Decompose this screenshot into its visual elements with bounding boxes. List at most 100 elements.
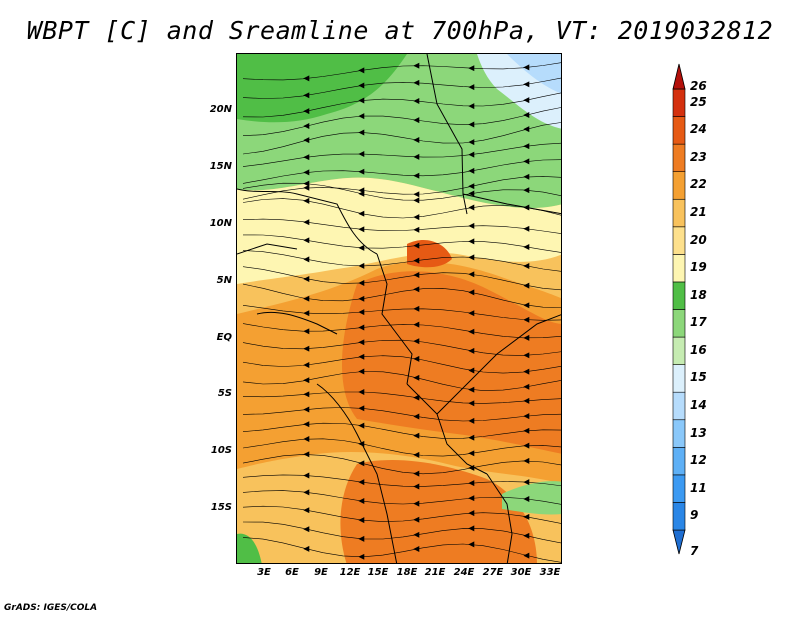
colorbar-label: 12	[690, 453, 707, 468]
stream-arrow	[358, 280, 365, 286]
stream-arrow	[468, 525, 475, 532]
stream-arrow	[523, 513, 530, 520]
stream-arrow	[358, 405, 365, 412]
colorbar-swatch-15	[672, 116, 686, 145]
stream-arrow	[413, 355, 420, 362]
stream-arrow	[358, 422, 365, 429]
stream-arrow	[468, 190, 475, 197]
stream-arrow	[303, 436, 310, 442]
stream-arrow	[303, 472, 310, 479]
colorbar-swatch-4	[672, 419, 686, 448]
field-18-sw	[237, 533, 262, 563]
colorbar-label: 17	[690, 315, 707, 330]
stream-arrow	[468, 495, 475, 502]
lon-label-18e: 18E	[396, 567, 418, 578]
stream-arrow	[303, 507, 310, 514]
stream-arrow	[468, 434, 475, 441]
stream-arrow	[303, 328, 310, 335]
stream-arrow	[523, 457, 530, 464]
lat-label-15s: 15S	[210, 502, 232, 513]
lon-label-12e: 12E	[339, 567, 361, 578]
stream-arrow	[413, 546, 420, 552]
stream-arrow	[303, 489, 310, 496]
stream-arrow	[358, 324, 365, 331]
colorbar-label: 16	[690, 342, 707, 357]
lon-label-15e: 15E	[367, 567, 389, 578]
stream-arrow	[523, 64, 530, 71]
stream-arrow	[303, 169, 310, 176]
stream-arrow	[413, 197, 420, 204]
stream-arrow	[468, 328, 475, 335]
field-18-region-nw	[237, 54, 407, 123]
stream-arrow	[413, 432, 420, 439]
lat-label-20n: 20N	[209, 104, 232, 115]
stream-arrow	[413, 172, 420, 179]
stream-arrow	[303, 421, 310, 428]
colorbar-label: 11	[690, 480, 707, 495]
colorbar-swatch-17	[672, 63, 686, 90]
colorbar-label: 15	[690, 370, 707, 385]
colorbar-label: 18	[690, 287, 707, 302]
stream-arrow	[303, 310, 310, 317]
stream-arrow	[303, 391, 310, 398]
stream-arrow	[358, 129, 365, 136]
stream-arrow	[358, 295, 365, 302]
stream-arrow	[358, 368, 365, 375]
stream-arrow	[303, 345, 310, 352]
colorbar-label: 14	[690, 397, 707, 412]
stream-arrow	[523, 244, 530, 250]
field-14-region-ne	[507, 54, 561, 94]
stream-arrow	[413, 117, 420, 124]
stream-arrow	[468, 238, 475, 245]
stream-arrow	[468, 222, 475, 229]
stream-arrow	[358, 82, 365, 89]
colorbar-swatch-16	[672, 88, 686, 117]
stream-arrow	[523, 532, 530, 539]
stream-arrow	[413, 305, 420, 312]
stream-arrow	[468, 84, 475, 91]
stream-arrow	[303, 276, 310, 282]
lon-label-33e: 33E	[539, 567, 561, 578]
colorbar-swatch-12	[672, 198, 686, 228]
stream-arrow	[468, 510, 475, 517]
stream-arrow	[523, 442, 530, 449]
stream-arrow	[303, 184, 310, 191]
borders	[237, 54, 561, 563]
stream-arrow	[468, 103, 475, 110]
stream-arrow	[303, 451, 310, 458]
stream-arrow	[413, 451, 420, 458]
stream-arrow	[413, 79, 420, 86]
colorbar-swatch-7	[672, 336, 686, 365]
stream-arrow	[468, 541, 475, 548]
stream-arrow	[468, 347, 475, 354]
stream-arrow	[303, 295, 310, 302]
stream-arrow	[413, 286, 420, 293]
stream-arrow	[303, 219, 310, 226]
stream-arrow	[303, 75, 310, 82]
colorbar-swatch-14	[672, 143, 686, 172]
lon-label-6e: 6E	[285, 567, 299, 578]
map-field	[237, 54, 561, 563]
field-17-se	[502, 481, 561, 515]
colorbar-label: 21	[690, 205, 707, 220]
stream-arrow	[468, 289, 475, 296]
stream-arrow	[468, 386, 475, 393]
stream-arrow	[358, 440, 365, 447]
stream-arrow	[303, 526, 310, 533]
stream-arrow	[358, 210, 365, 217]
colorbar-label: 7	[690, 544, 699, 558]
stream-arrow	[413, 62, 420, 69]
colorbar-label: 20	[690, 232, 707, 247]
colorbar-label: 19	[690, 260, 707, 275]
stream-arrow	[358, 535, 365, 542]
lat-label-5s: 5S	[217, 388, 232, 399]
stream-arrow	[358, 460, 365, 467]
stream-arrow	[413, 242, 420, 249]
stream-arrow	[303, 256, 310, 263]
colorbar-swatch-10	[672, 254, 686, 283]
stream-arrow	[358, 97, 365, 104]
lon-label-21e: 21E	[424, 567, 446, 578]
stream-arrow	[413, 413, 420, 420]
stream-arrow	[413, 338, 420, 345]
